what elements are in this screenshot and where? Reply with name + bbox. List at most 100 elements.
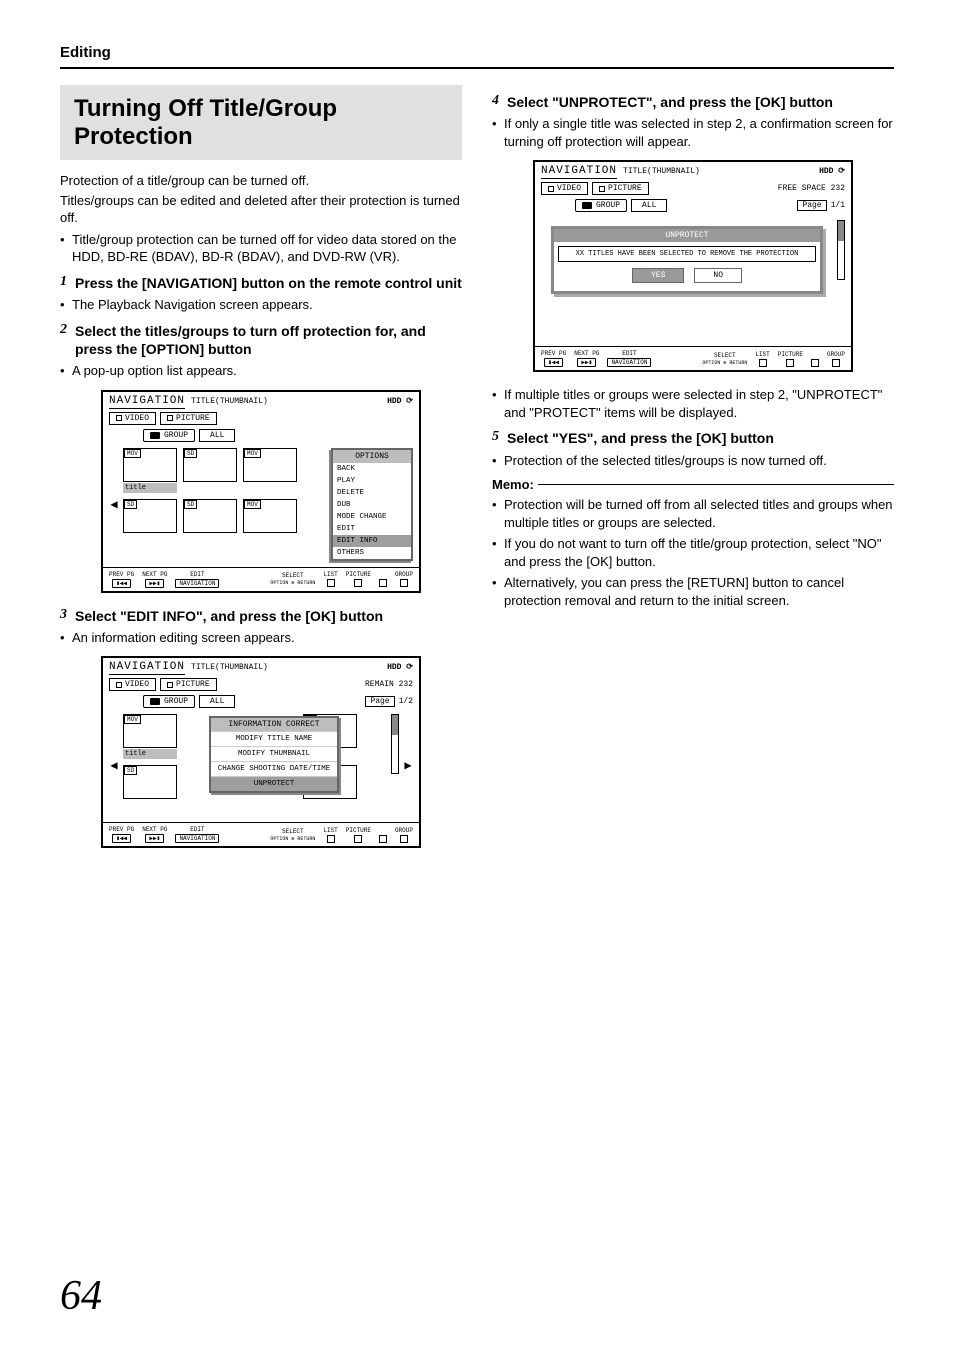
- arrow-left-icon[interactable]: ◀: [109, 714, 119, 816]
- opt-back[interactable]: BACK: [333, 463, 411, 475]
- group-pill[interactable]: GROUP: [575, 199, 627, 212]
- nav-label: NAVIGATION: [109, 395, 185, 409]
- two-column-layout: Turning Off Title/Group Protection Prote…: [60, 85, 894, 862]
- screenshot-info-submenu: NAVIGATION TITLE(THUMBNAIL) HDD ⟳ VIDEO …: [101, 656, 421, 848]
- thumbnail[interactable]: SD: [183, 499, 237, 533]
- tab-video[interactable]: VIDEO: [541, 182, 588, 195]
- hdd-indicator: HDD ⟳: [819, 166, 845, 176]
- options-panel: OPTIONS BACK PLAY DELETE DUB MODE CHANGE…: [331, 448, 413, 561]
- tab-video[interactable]: VIDEO: [109, 412, 156, 425]
- after-shot3: If multiple titles or groups were select…: [492, 386, 894, 421]
- scrollbar[interactable]: [391, 714, 399, 774]
- group-pill[interactable]: GROUP: [143, 695, 195, 708]
- ui-footer: PREV PG▮◀◀ NEXT PG▶▶▮ EDITNAVIGATION SEL…: [535, 346, 851, 370]
- no-button[interactable]: NO: [694, 268, 742, 283]
- step-4: 4 Select "UNPROTECT", and press the [OK]…: [492, 93, 894, 111]
- all-pill[interactable]: ALL: [199, 429, 235, 442]
- thumbnail[interactable]: SD: [123, 765, 177, 799]
- intro-bullet: Title/group protection can be turned off…: [60, 231, 462, 266]
- nav-label: NAVIGATION: [109, 661, 185, 675]
- title-thumb-label: TITLE(THUMBNAIL): [623, 167, 700, 176]
- all-pill[interactable]: ALL: [631, 199, 667, 212]
- opt-edit[interactable]: EDIT: [333, 523, 411, 535]
- unprotect-dialog: UNPROTECT XX TITLES HAVE BEEN SELECTED T…: [551, 226, 823, 294]
- step-text: Select "EDIT INFO", and press the [OK] b…: [75, 607, 383, 625]
- page-indicator: Page 1/2: [365, 696, 413, 707]
- thumbnail[interactable]: MOVtitle: [123, 714, 177, 759]
- thumbnail[interactable]: MOV: [243, 499, 297, 533]
- thumbnail-grid: MOVtitle SD MOV SD SD MOV: [123, 448, 327, 561]
- step-num: 5: [492, 429, 499, 447]
- opt-delete[interactable]: DELETE: [333, 487, 411, 499]
- info-submenu: INFORMATION CORRECT MODIFY TITLE NAME MO…: [209, 716, 339, 793]
- step-text: Select "UNPROTECT", and press the [OK] b…: [507, 93, 833, 111]
- arrow-right-icon[interactable]: ▶: [403, 714, 413, 816]
- memo-rule: [538, 484, 894, 485]
- right-column: 4 Select "UNPROTECT", and press the [OK]…: [492, 85, 894, 862]
- page-indicator: Page 1/1: [797, 200, 845, 211]
- thumbnail[interactable]: MOVtitle: [123, 448, 177, 493]
- sub-modtitle[interactable]: MODIFY TITLE NAME: [211, 731, 337, 746]
- left-column: Turning Off Title/Group Protection Prote…: [60, 85, 462, 862]
- opt-mode[interactable]: MODE CHANGE: [333, 511, 411, 523]
- sub-modthumb[interactable]: MODIFY THUMBNAIL: [211, 746, 337, 761]
- step-num: 4: [492, 93, 499, 111]
- scrollbar[interactable]: [837, 220, 845, 280]
- step-3-after: An information editing screen appears.: [60, 629, 462, 647]
- nav-label: NAVIGATION: [541, 165, 617, 179]
- memo-b1: Protection will be turned off from all s…: [492, 496, 894, 531]
- step-text: Select the titles/groups to turn off pro…: [75, 322, 462, 358]
- intro-p2: Titles/groups can be edited and deleted …: [60, 192, 462, 227]
- step-5-after: Protection of the selected titles/groups…: [492, 452, 894, 470]
- screenshot-unprotect-dialog: NAVIGATION TITLE(THUMBNAIL) HDD ⟳ VIDEO …: [533, 160, 853, 372]
- thumbnail[interactable]: SD: [183, 448, 237, 493]
- remain-label: REMAIN 232: [365, 680, 413, 689]
- free-space-label: FREE SPACE 232: [778, 184, 845, 193]
- hdd-indicator: HDD ⟳: [387, 662, 413, 672]
- step-num: 1: [60, 274, 67, 292]
- step-text: Select "YES", and press the [OK] button: [507, 429, 774, 447]
- dialog-message: XX TITLES HAVE BEEN SELECTED TO REMOVE T…: [558, 246, 816, 262]
- step-4-after: If only a single title was selected in s…: [492, 115, 894, 150]
- memo-header: Memo:: [492, 477, 894, 492]
- ui-footer: PREV PG▮◀◀ NEXT PG▶▶▮ EDITNAVIGATION SEL…: [103, 822, 419, 846]
- title-thumb-label: TITLE(THUMBNAIL): [191, 397, 268, 406]
- page-number: 64: [60, 1272, 102, 1320]
- intro-p1: Protection of a title/group can be turne…: [60, 172, 462, 190]
- tab-video[interactable]: VIDEO: [109, 678, 156, 691]
- step-1: 1 Press the [NAVIGATION] button on the r…: [60, 274, 462, 292]
- yes-button[interactable]: YES: [632, 268, 684, 283]
- step-3: 3 Select "EDIT INFO", and press the [OK]…: [60, 607, 462, 625]
- opt-editinfo[interactable]: EDIT INFO: [333, 535, 411, 547]
- opt-play[interactable]: PLAY: [333, 475, 411, 487]
- step-2-after: A pop-up option list appears.: [60, 362, 462, 380]
- tab-picture[interactable]: PICTURE: [160, 678, 217, 691]
- title-box: Turning Off Title/Group Protection: [60, 85, 462, 160]
- arrow-left-icon[interactable]: ◀: [109, 448, 119, 561]
- thumbnail[interactable]: SD: [123, 499, 177, 533]
- sub-changedate[interactable]: CHANGE SHOOTING DATE/TIME: [211, 761, 337, 776]
- sub-header: INFORMATION CORRECT: [211, 718, 337, 731]
- tab-picture[interactable]: PICTURE: [160, 412, 217, 425]
- step-2: 2 Select the titles/groups to turn off p…: [60, 322, 462, 358]
- memo-label: Memo:: [492, 477, 534, 492]
- step-1-after: The Playback Navigation screen appears.: [60, 296, 462, 314]
- page-title: Turning Off Title/Group Protection: [74, 95, 448, 150]
- hdd-indicator: HDD ⟳: [387, 396, 413, 406]
- screenshot-options-menu: NAVIGATION TITLE(THUMBNAIL) HDD ⟳ VIDEO …: [101, 390, 421, 593]
- memo-b2: If you do not want to turn off the title…: [492, 535, 894, 570]
- sub-unprotect[interactable]: UNPROTECT: [211, 776, 337, 791]
- options-header: OPTIONS: [333, 450, 411, 463]
- opt-dub[interactable]: DUB: [333, 499, 411, 511]
- ui-footer: PREV PG▮◀◀ NEXT PG▶▶▮ EDITNAVIGATION SEL…: [103, 567, 419, 591]
- all-pill[interactable]: ALL: [199, 695, 235, 708]
- memo-b3: Alternatively, you can press the [RETURN…: [492, 574, 894, 609]
- tab-picture[interactable]: PICTURE: [592, 182, 649, 195]
- opt-others[interactable]: OTHERS: [333, 547, 411, 559]
- step-num: 3: [60, 607, 67, 625]
- group-pill[interactable]: GROUP: [143, 429, 195, 442]
- dialog-title: UNPROTECT: [554, 229, 820, 242]
- step-num: 2: [60, 322, 67, 358]
- thumbnail[interactable]: MOV: [243, 448, 297, 493]
- step-text: Press the [NAVIGATION] button on the rem…: [75, 274, 462, 292]
